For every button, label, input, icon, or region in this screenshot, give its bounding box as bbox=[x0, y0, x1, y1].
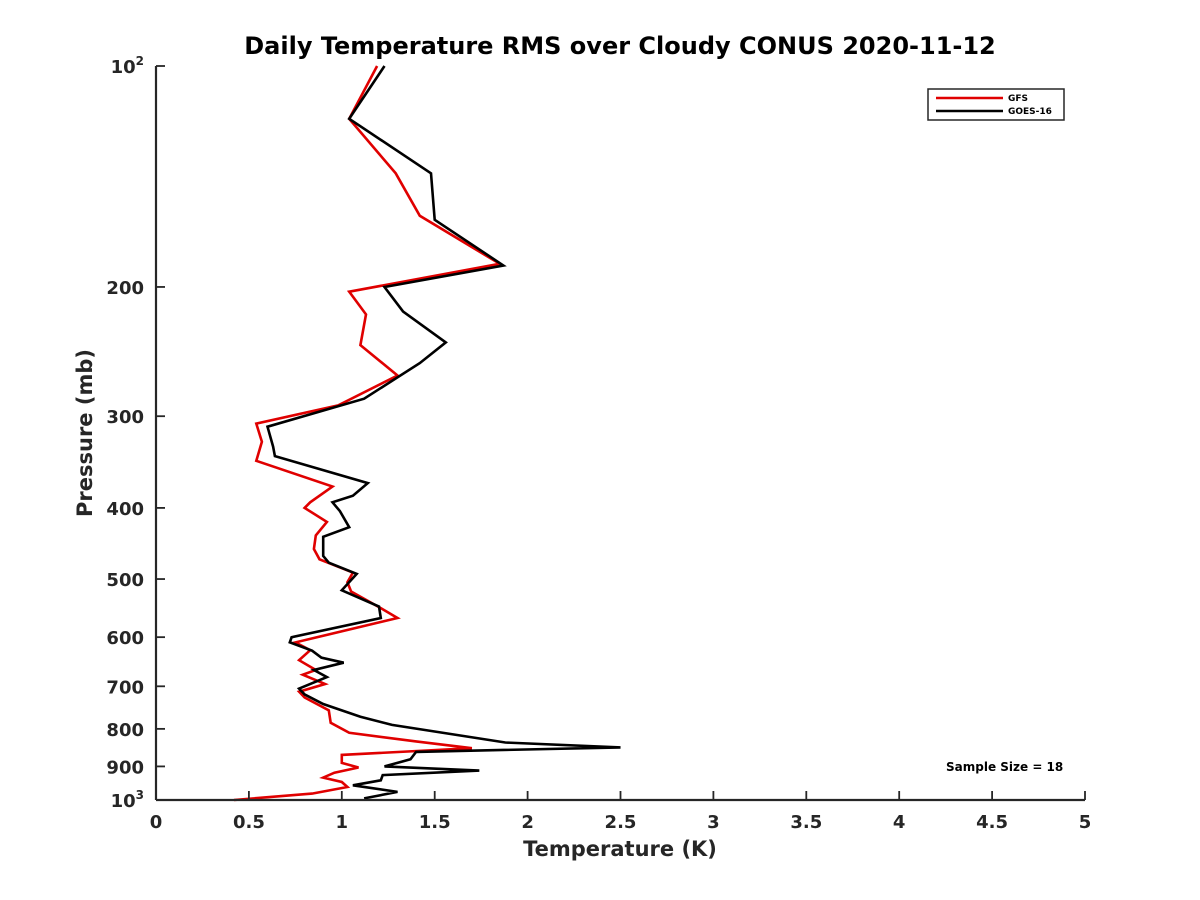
y-tick-label: 600 bbox=[106, 628, 144, 649]
x-tick-label: 3 bbox=[707, 812, 720, 833]
plot-lines bbox=[233, 65, 621, 802]
x-tick-label: 4.5 bbox=[976, 812, 1008, 833]
x-tick-label: 5 bbox=[1079, 812, 1092, 833]
y-tick-label: 102 bbox=[111, 54, 144, 78]
y-tick-label: 200 bbox=[106, 278, 144, 299]
legend-box bbox=[927, 88, 1065, 121]
y-tick-label: 500 bbox=[106, 570, 144, 591]
x-tick-label: 2.5 bbox=[605, 812, 637, 833]
legend-label-gfs: GFS bbox=[1008, 94, 1028, 104]
x-tick-label: 0.5 bbox=[233, 812, 265, 833]
y-tick-label: 900 bbox=[106, 757, 144, 778]
series-line-gfs bbox=[233, 65, 504, 802]
x-tick-label: 4 bbox=[893, 812, 906, 833]
legend: GFS GOES-16 bbox=[927, 88, 1065, 121]
sample-size-annotation: Sample Size = 18 bbox=[946, 760, 1063, 774]
x-tick-label: 1.5 bbox=[419, 812, 451, 833]
x-tick-label: 2 bbox=[521, 812, 534, 833]
legend-label-goes16: GOES-16 bbox=[1008, 107, 1052, 117]
y-axis-label: Pressure (mb) bbox=[73, 349, 97, 517]
y-tick-label: 400 bbox=[106, 499, 144, 520]
x-tick-label: 3.5 bbox=[790, 812, 822, 833]
x-tick-label: 0 bbox=[150, 812, 163, 833]
y-tick-label: 300 bbox=[106, 407, 144, 428]
x-axis-ticks: 0 0.5 1 1.5 2 2.5 3 3.5 4 4.5 5 bbox=[150, 791, 1092, 833]
x-tick-label: 1 bbox=[336, 812, 349, 833]
series-line-goes16 bbox=[265, 65, 621, 800]
x-axis-label: Temperature (K) bbox=[523, 837, 717, 861]
y-tick-label: 103 bbox=[111, 788, 144, 812]
y-tick-label: 800 bbox=[106, 720, 144, 741]
chart-title: Daily Temperature RMS over Cloudy CONUS … bbox=[244, 32, 996, 60]
y-tick-label: 700 bbox=[106, 677, 144, 698]
y-axis-ticks: 102 200 300 400 500 600 700 800 900 103 bbox=[106, 54, 165, 812]
